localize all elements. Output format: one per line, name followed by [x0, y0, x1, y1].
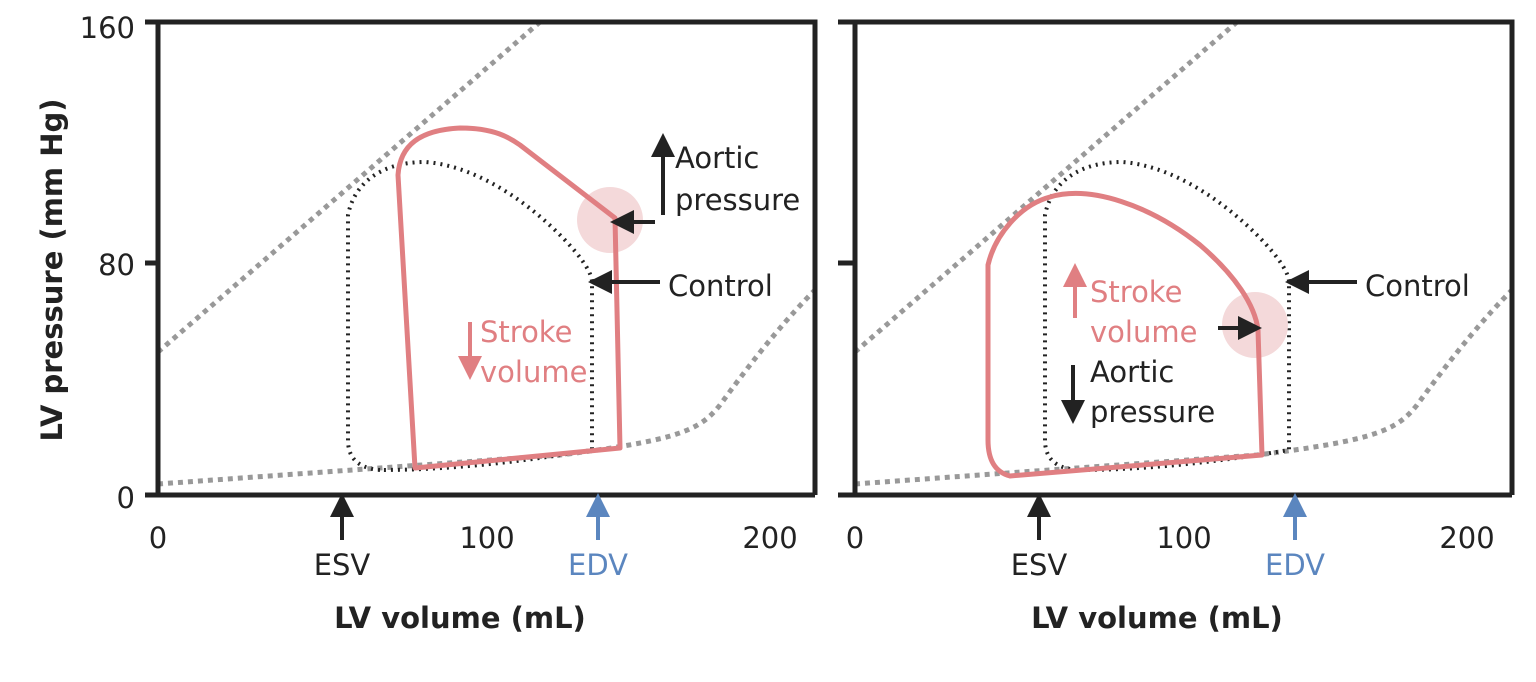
espvr — [156, 20, 542, 354]
y-tick-label: 0 — [117, 481, 135, 515]
annotation: volume — [1090, 315, 1197, 349]
annotation: volume — [480, 355, 587, 389]
control-loop — [346, 159, 594, 473]
axis-frame — [155, 19, 818, 498]
panel-right: Control Stroke volume Aortic pressure 0 … — [838, 19, 1515, 635]
edv-label: EDV — [568, 548, 628, 582]
edv-label: EDV — [1265, 548, 1325, 582]
x-axis-label: LV volume (mL) — [1031, 601, 1283, 635]
annotation: Stroke — [480, 315, 572, 349]
panel-left: Aortic pressure Control Stroke volume 0 … — [80, 11, 818, 635]
x-tick-label: 100 — [1156, 521, 1211, 555]
x-tick-label: 100 — [459, 521, 514, 555]
y-tick-label: 80 — [98, 248, 135, 282]
annotation: Aortic — [675, 141, 759, 175]
annotation: Control — [1365, 269, 1470, 303]
loop — [985, 191, 1265, 479]
x-tick-label: 200 — [1439, 521, 1494, 555]
annotation: pressure — [675, 183, 800, 217]
annotation: Aortic — [1090, 355, 1174, 389]
edpvr — [854, 288, 1514, 487]
x-axis-label: LV volume (mL) — [334, 601, 586, 635]
annotation: Stroke — [1090, 275, 1182, 309]
x-tick-label: 200 — [742, 521, 797, 555]
y-axis-label: LV pressure (mm Hg) — [35, 98, 69, 441]
x-tick-label: 0 — [149, 521, 167, 555]
esv-label: ESV — [1011, 548, 1068, 582]
y-tick-label: 160 — [80, 11, 135, 45]
loop — [395, 125, 623, 471]
espvr — [853, 20, 1239, 354]
x-tick-label: 0 — [846, 521, 864, 555]
edpvr — [157, 288, 817, 487]
esv-label: ESV — [314, 548, 371, 582]
annotation: pressure — [1090, 395, 1215, 429]
control-loop — [1043, 159, 1291, 473]
annotation: Control — [668, 269, 773, 303]
